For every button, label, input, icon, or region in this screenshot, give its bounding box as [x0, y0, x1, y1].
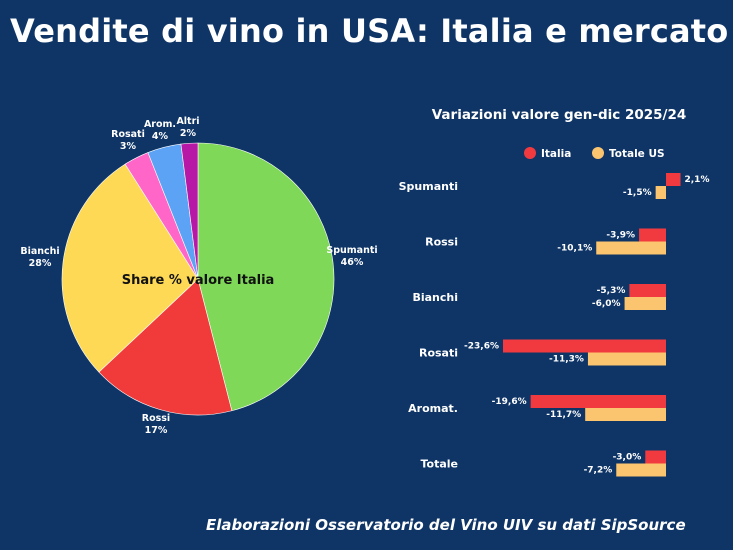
bar-italia [666, 173, 681, 186]
category-label: Totale [420, 458, 458, 471]
pie-slice-rossi [98, 278, 233, 416]
bar-italia [639, 228, 666, 242]
pie-chart-title: Share % valore Italia [122, 273, 275, 288]
bar-value-label: -7,2% [584, 466, 613, 476]
pie-slice-altri [180, 142, 199, 280]
pie-slice-bianchi [61, 163, 199, 373]
bar-value-label: -23,6% [464, 342, 499, 352]
pie-label: Rosati [111, 129, 145, 140]
pie-percent-label: 46% [341, 257, 364, 268]
pie-slice-spumanti [197, 142, 335, 412]
pie-percent-label: 28% [29, 258, 52, 269]
bar-value-label: -10,1% [557, 244, 592, 254]
bar-value-label: -6,0% [592, 299, 621, 309]
pie-percent-label: 4% [152, 131, 169, 142]
bar-totale-us [624, 297, 666, 310]
category-label: Aromat. [408, 402, 458, 415]
legend-label: Totale US [609, 148, 665, 160]
pie-label: Rossi [142, 413, 170, 424]
bar-legend: Italia Totale US [524, 147, 665, 160]
page-title: Vendite di vino in USA: Italia e mercato [10, 12, 729, 50]
bar-italia [503, 339, 666, 353]
bar-italia [629, 284, 666, 297]
bar-totale-us [596, 241, 666, 255]
pie-label: Bianchi [20, 246, 59, 257]
bar-value-label: -1,5% [623, 188, 652, 198]
pie-label: Altri [176, 116, 199, 127]
bar-value-label: -19,6% [492, 397, 527, 407]
bar-value-label: -11,3% [549, 355, 584, 365]
bar-totale-us [587, 352, 666, 366]
bar-totale-us [585, 408, 666, 421]
bar-totale-us [616, 463, 666, 477]
pie-label: Arom. [144, 119, 176, 130]
category-label: Spumanti [399, 180, 458, 193]
pie-percent-label: 2% [180, 128, 197, 139]
bar-chart: Spumanti 2,1% -1,5% Rossi -3,9% -10,1% Bianchi… [399, 173, 710, 477]
footer-credit: Elaborazioni Osservatorio del Vino UIV s… [206, 516, 686, 534]
bar-value-label: -3,9% [606, 231, 635, 241]
bar-chart-title: Variazioni valore gen-dic 2025/24 [432, 107, 687, 123]
legend-label: Italia [541, 148, 571, 160]
bar-value-label: -11,7% [546, 410, 581, 420]
category-label: Rosati [419, 347, 458, 360]
bar-value-label: 2,1% [685, 175, 710, 185]
bar-value-label: -5,3% [597, 286, 626, 296]
legend-swatch [524, 147, 536, 159]
bar-italia [645, 450, 666, 464]
bar-totale-us [655, 186, 666, 199]
bar-italia [530, 395, 666, 408]
legend-swatch [592, 147, 604, 159]
pie-label: Spumanti [326, 245, 377, 256]
pie-percent-label: 17% [145, 425, 168, 436]
category-label: Bianchi [412, 291, 458, 304]
category-label: Rossi [425, 236, 458, 249]
pie-percent-label: 3% [120, 141, 137, 152]
bar-value-label: -3,0% [613, 453, 642, 463]
